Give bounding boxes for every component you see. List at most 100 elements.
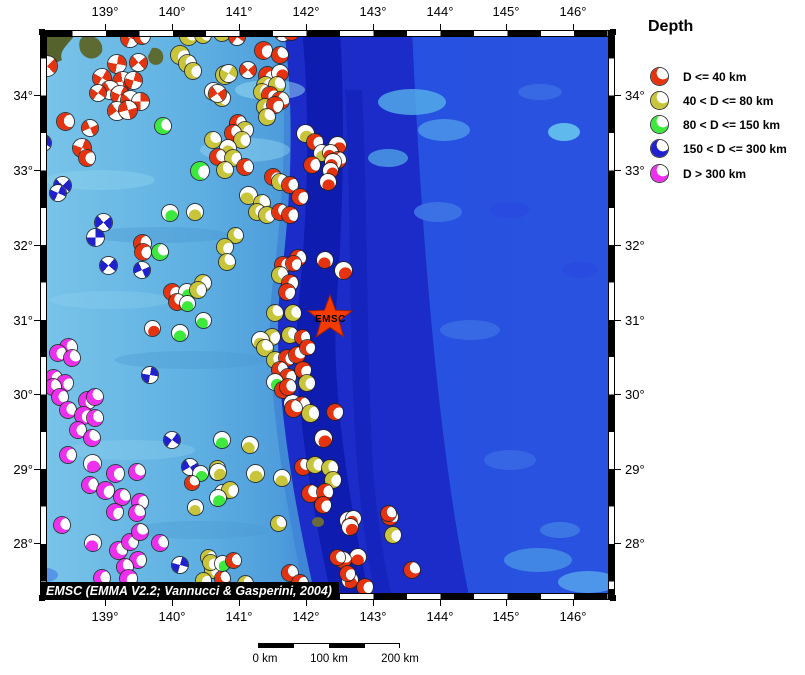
attribution-text: EMSC (EMMA V2.2; Vannucci & Gasperini, 2… <box>41 582 339 600</box>
beachball-Y <box>257 340 273 356</box>
scalebar-segment <box>329 643 365 648</box>
lon-tick-bottom <box>172 600 173 606</box>
lon-label-top: 145° <box>492 4 520 19</box>
depth-legend: Depth D <= 40 km 40 < D <= 80 km 80 < D <=… <box>645 18 805 182</box>
scalebar-label-100: 100 km <box>310 653 348 665</box>
lat-label-right: 31° <box>625 313 645 328</box>
legend-item-label: 150 < D <= 300 km <box>683 141 787 156</box>
lat-label-left: 32° <box>13 238 33 253</box>
lon-label-bottom: 146° <box>559 609 587 624</box>
beachball-B <box>134 262 150 278</box>
scalebar-end-tick <box>399 643 400 648</box>
map-canvas: EMSC EMSC (EMMA V2.2; Vannucci & Gasperi… <box>40 30 615 600</box>
beachball-R <box>124 71 142 89</box>
legend-beachball-icon <box>651 68 668 85</box>
lon-tick-bottom <box>440 600 441 606</box>
lat-label-left: 31° <box>13 313 33 328</box>
lon-label-bottom: 143° <box>359 609 387 624</box>
lon-label-top: 140° <box>158 4 186 19</box>
lat-label-right: 29° <box>625 462 645 477</box>
legend-item: 150 < D <= 300 km <box>645 140 787 157</box>
bathymetry-image <box>40 30 615 600</box>
lon-label-top: 139° <box>91 4 119 19</box>
lon-label-top: 142° <box>292 4 320 19</box>
legend-beachball-icon <box>651 116 668 133</box>
lon-tick-top <box>506 24 507 30</box>
legend-item-label: D > 300 km <box>683 166 747 181</box>
beachball-B <box>164 432 180 448</box>
beachball-R <box>82 120 98 136</box>
beachball-R <box>129 53 147 71</box>
map-scalebar: 0 km 100 km 200 km <box>253 641 419 671</box>
legend-item: D <= 40 km <box>645 68 746 85</box>
lat-tick-right <box>615 543 621 544</box>
frame-corner <box>610 29 616 35</box>
lat-tick-left <box>34 95 40 96</box>
lon-label-bottom: 139° <box>91 609 119 624</box>
lat-tick-left <box>34 245 40 246</box>
beachball-B <box>99 256 117 274</box>
lon-label-bottom: 144° <box>426 609 454 624</box>
beachball-M <box>132 524 148 540</box>
legend-title: Depth <box>648 18 694 35</box>
beachball-B <box>172 557 188 573</box>
frame-corner <box>39 29 45 35</box>
beachball-B <box>142 367 158 383</box>
lat-label-right: 30° <box>625 387 645 402</box>
lat-label-right: 32° <box>625 238 645 253</box>
lon-label-bottom: 140° <box>158 609 186 624</box>
lon-tick-top <box>105 24 106 30</box>
lon-tick-bottom <box>373 600 374 606</box>
lon-label-top: 141° <box>225 4 253 19</box>
legend-beachball-icon <box>651 140 668 157</box>
beachball-Y <box>219 64 237 82</box>
beachball-R <box>108 55 126 73</box>
lon-tick-top <box>239 24 240 30</box>
beachball-R <box>208 84 226 102</box>
scalebar-segment <box>258 643 294 648</box>
lat-label-right: 28° <box>625 536 645 551</box>
lon-label-top: 143° <box>359 4 387 19</box>
scalebar-label-200: 200 km <box>381 653 419 665</box>
lat-tick-right <box>615 394 621 395</box>
legend-beachball-icon <box>651 165 668 182</box>
legend-item: 80 < D <= 150 km <box>645 116 780 133</box>
lat-label-right: 33° <box>625 163 645 178</box>
lat-tick-right <box>615 469 621 470</box>
lon-tick-bottom <box>573 600 574 606</box>
lon-tick-bottom <box>306 600 307 606</box>
lon-tick-bottom <box>105 600 106 606</box>
lon-tick-bottom <box>239 600 240 606</box>
frame-corner <box>610 595 616 601</box>
beachball-R <box>240 62 256 78</box>
legend-item-label: 40 < D <= 80 km <box>683 93 774 108</box>
legend-item-label: D <= 40 km <box>683 69 747 84</box>
lat-tick-right <box>615 170 621 171</box>
scalebar-label-0: 0 km <box>252 653 278 665</box>
lon-label-bottom: 145° <box>492 609 520 624</box>
legend-item: D > 300 km <box>645 165 746 182</box>
lat-tick-left <box>34 320 40 321</box>
lon-label-bottom: 142° <box>292 609 320 624</box>
lon-tick-top <box>373 24 374 30</box>
lon-tick-bottom <box>506 600 507 606</box>
lon-tick-top <box>306 24 307 30</box>
map-frame: EMSC EMSC (EMMA V2.2; Vannucci & Gasperi… <box>39 29 616 601</box>
beachball-B <box>94 213 112 231</box>
lat-tick-left <box>34 543 40 544</box>
lat-tick-left <box>34 469 40 470</box>
lat-tick-left <box>34 170 40 171</box>
lat-label-left: 29° <box>13 462 33 477</box>
lon-label-top: 146° <box>559 4 587 19</box>
lon-tick-top <box>440 24 441 30</box>
lat-tick-right <box>615 245 621 246</box>
lon-tick-top <box>172 24 173 30</box>
lon-tick-top <box>573 24 574 30</box>
beachball-B <box>50 185 66 201</box>
lat-tick-left <box>34 394 40 395</box>
lat-tick-right <box>615 95 621 96</box>
beachball-R <box>119 101 137 119</box>
legend-item: 40 < D <= 80 km <box>645 92 773 109</box>
legend-beachball-icon <box>651 92 668 109</box>
